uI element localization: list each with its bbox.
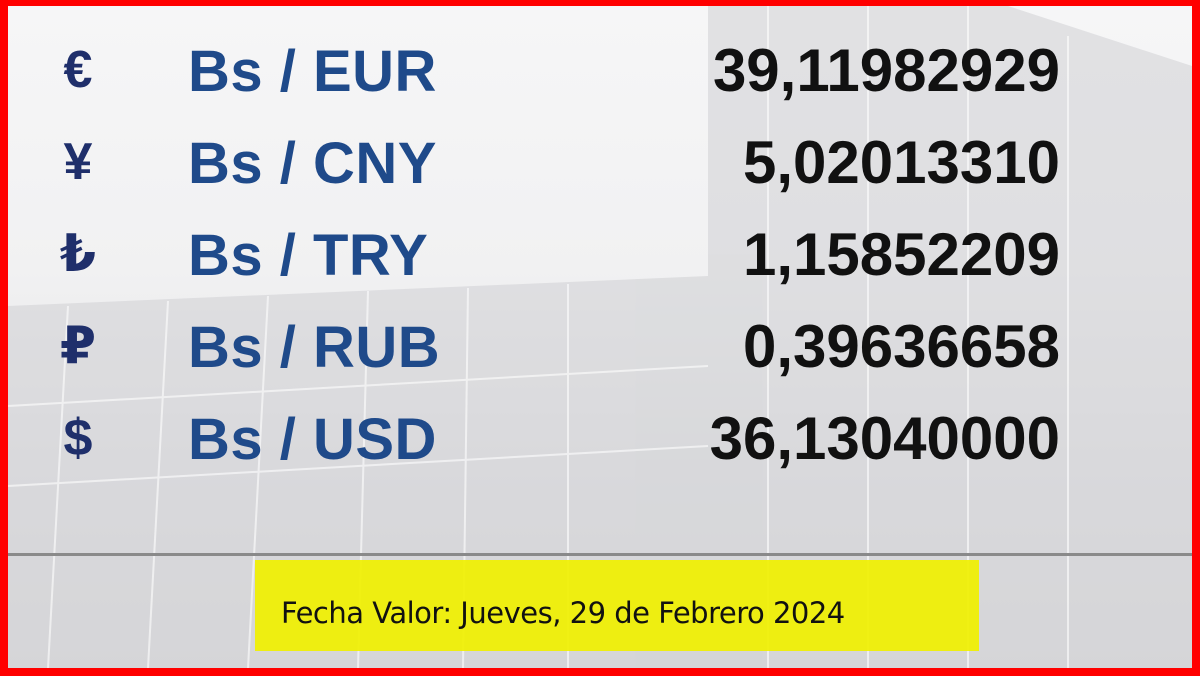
rate-row-eur: € Bs / EUR 39,11982929 (8, 26, 1192, 118)
dollar-icon: $ (63, 409, 93, 467)
exchange-rate-panel: € Bs / EUR 39,11982929 ¥ Bs / CNY 5,0201… (8, 6, 1192, 668)
divider (8, 553, 1192, 556)
date-highlight: Fecha Valor: Jueves, 29 de Febrero 2024 (255, 560, 979, 651)
rate-value: 36,13040000 (709, 405, 1060, 472)
rate-row-usd: $ Bs / USD 36,13040000 (8, 394, 1192, 486)
rate-value: 39,11982929 (712, 37, 1060, 104)
currency-pair: Bs / RUB (188, 315, 441, 380)
currency-pair: Bs / TRY (188, 223, 429, 288)
euro-icon: € (63, 41, 93, 99)
rate-row-try: ₺ Bs / TRY 1,15852209 (8, 210, 1192, 302)
rate-row-cny: ¥ Bs / CNY 5,02013310 (8, 118, 1192, 210)
rate-row-rub: ₽ Bs / RUB 0,39636658 (8, 302, 1192, 394)
currency-pair: Bs / EUR (188, 39, 437, 104)
lira-icon: ₺ (59, 225, 97, 283)
currency-pair: Bs / USD (188, 407, 437, 472)
currency-pair: Bs / CNY (188, 131, 437, 196)
yuan-icon: ¥ (63, 133, 93, 191)
rate-value: 5,02013310 (743, 129, 1060, 196)
rate-value: 1,15852209 (743, 221, 1060, 288)
rate-value: 0,39636658 (743, 313, 1060, 380)
value-date: Fecha Valor: Jueves, 29 de Febrero 2024 (281, 596, 845, 630)
ruble-icon: ₽ (59, 317, 97, 375)
